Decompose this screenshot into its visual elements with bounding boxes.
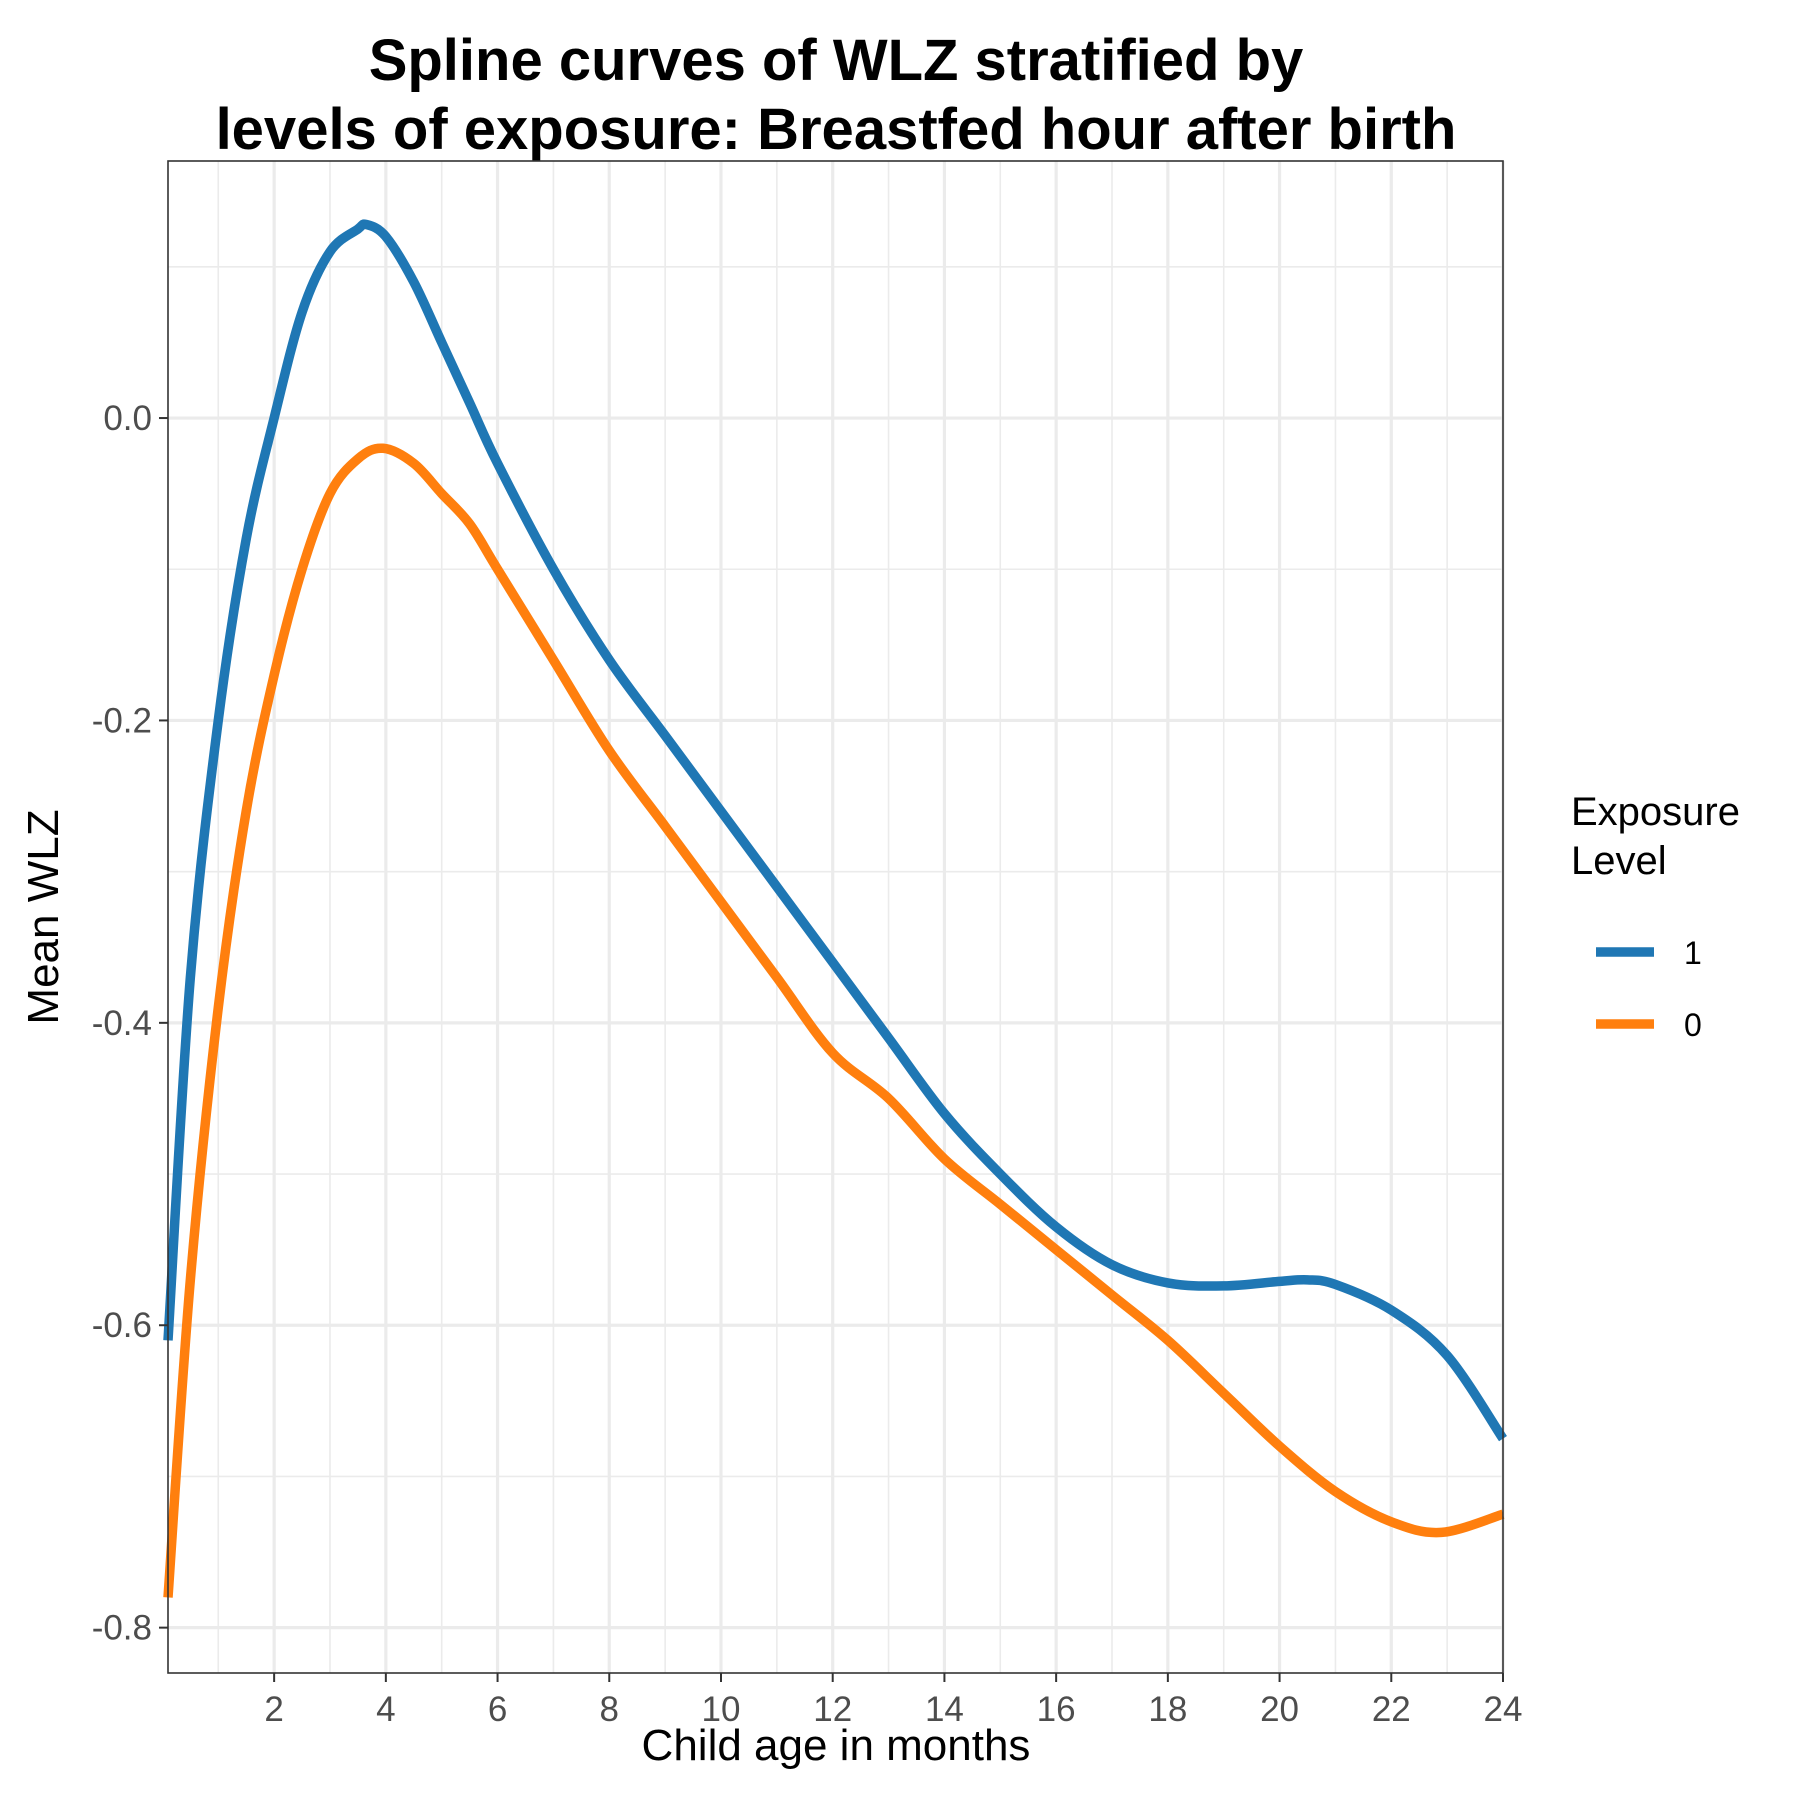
chart-title-line-1: Spline curves of WLZ stratified by bbox=[369, 28, 1304, 93]
plot-panel bbox=[168, 161, 1503, 1673]
x-tick-label: 20 bbox=[1260, 1690, 1299, 1729]
series-line-1 bbox=[163, 219, 1507, 1442]
legend: Exposure Level 10 bbox=[1571, 790, 1740, 1043]
x-tick-label: 6 bbox=[488, 1690, 507, 1729]
legend-title-line-2: Level bbox=[1571, 839, 1667, 883]
y-axis-title: Mean WLZ bbox=[19, 809, 68, 1024]
x-tick-label: 18 bbox=[1148, 1690, 1187, 1729]
legend-label-0: 0 bbox=[1684, 1007, 1702, 1043]
x-tick-label: 4 bbox=[376, 1690, 395, 1729]
x-axis-title: Child age in months bbox=[642, 1721, 1031, 1770]
x-tick-label: 14 bbox=[925, 1690, 964, 1729]
legend-label-1: 1 bbox=[1684, 935, 1702, 971]
x-tick-label: 8 bbox=[600, 1690, 619, 1729]
plot-panel-border bbox=[167, 160, 1504, 1674]
x-tick-label: 10 bbox=[702, 1690, 741, 1729]
x-tick-label: 12 bbox=[813, 1690, 852, 1729]
legend-title-line-1: Exposure bbox=[1571, 790, 1740, 834]
x-tick-label: 16 bbox=[1037, 1690, 1076, 1729]
x-tick-label: 22 bbox=[1372, 1690, 1411, 1729]
y-tick-label: -0.8 bbox=[92, 1609, 152, 1648]
y-tick-label: 0.0 bbox=[103, 399, 152, 438]
chart-title-line-2: levels of exposure: Breastfed hour after… bbox=[216, 97, 1457, 162]
y-tick-label: -0.2 bbox=[92, 701, 152, 740]
legend-items: 10 bbox=[1596, 935, 1702, 1043]
x-tick-label: 24 bbox=[1484, 1690, 1523, 1729]
series-lines bbox=[163, 219, 1507, 1598]
y-tick-label: -0.6 bbox=[92, 1306, 152, 1345]
y-axis: -0.8 -0.6 -0.4 -0.2 0.0 bbox=[92, 399, 168, 1648]
x-axis: 2 4 6 8 10 12 14 16 18 20 22 24 bbox=[264, 1673, 1522, 1729]
series-line-0 bbox=[163, 443, 1505, 1598]
chart-title: Spline curves of WLZ stratified by level… bbox=[216, 28, 1457, 162]
x-tick-label: 2 bbox=[264, 1690, 283, 1729]
y-tick-label: -0.4 bbox=[92, 1004, 152, 1043]
